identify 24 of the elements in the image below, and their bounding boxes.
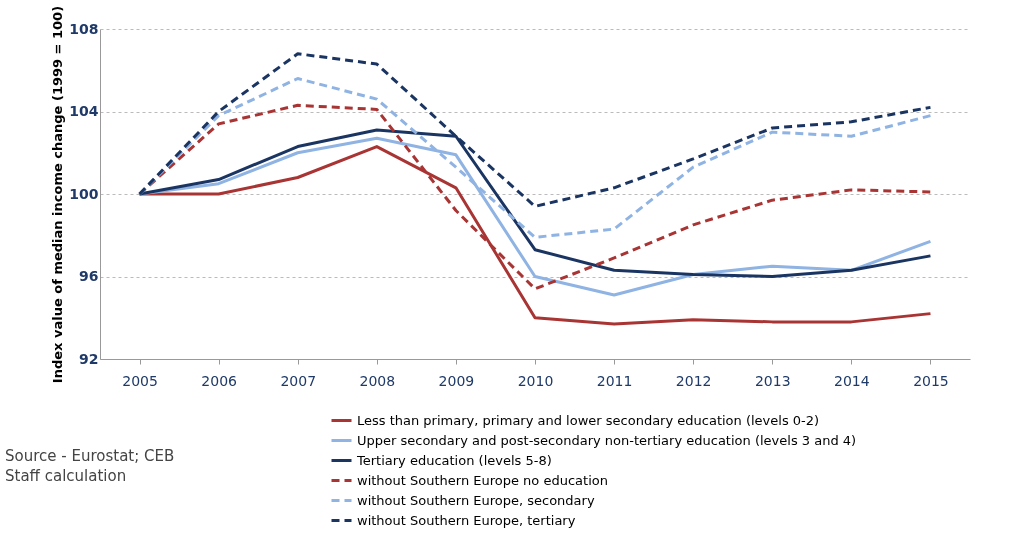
x-tick-label: 2015 <box>913 372 949 389</box>
x-tick-label: 2013 <box>754 372 791 389</box>
legend-label: without Southern Europe, secondary <box>357 492 595 508</box>
legend-label: without Southern Europe, tertiary <box>357 512 576 528</box>
y-tick-label: 108 <box>69 20 99 37</box>
x-tick-label: 2012 <box>675 372 712 389</box>
x-tick-label: 2014 <box>834 372 870 389</box>
legend-label: Tertiary education (levels 5-8) <box>356 452 552 468</box>
legend-label: Less than primary, primary and lower secondary education (levels 0-2) <box>357 412 820 428</box>
x-tick-label: 2009 <box>438 372 475 389</box>
x-tick-label: 2011 <box>596 372 633 389</box>
legend-label: without Southern Europe no education <box>357 472 608 488</box>
x-tick-label: 2007 <box>280 372 317 389</box>
x-tick-label: 2005 <box>122 372 158 389</box>
y-tick-label: 92 <box>79 350 99 367</box>
y-tick-label: 96 <box>79 268 99 284</box>
y-tick-label: 104 <box>69 103 99 119</box>
x-tick-label: 2006 <box>201 372 238 389</box>
y-axis-title: Index value of median income change (1999 = 100) <box>50 5 66 384</box>
legend-label: Upper secondary and post-secondary non-tertiary education (levels 3 and 4) <box>357 432 857 448</box>
source-note: Source - Eurostat; CEB Staff calculation <box>5 447 175 485</box>
y-tick-label: 100 <box>69 185 99 202</box>
x-tick-label: 2008 <box>359 372 396 389</box>
x-tick-label: 2010 <box>517 372 554 389</box>
